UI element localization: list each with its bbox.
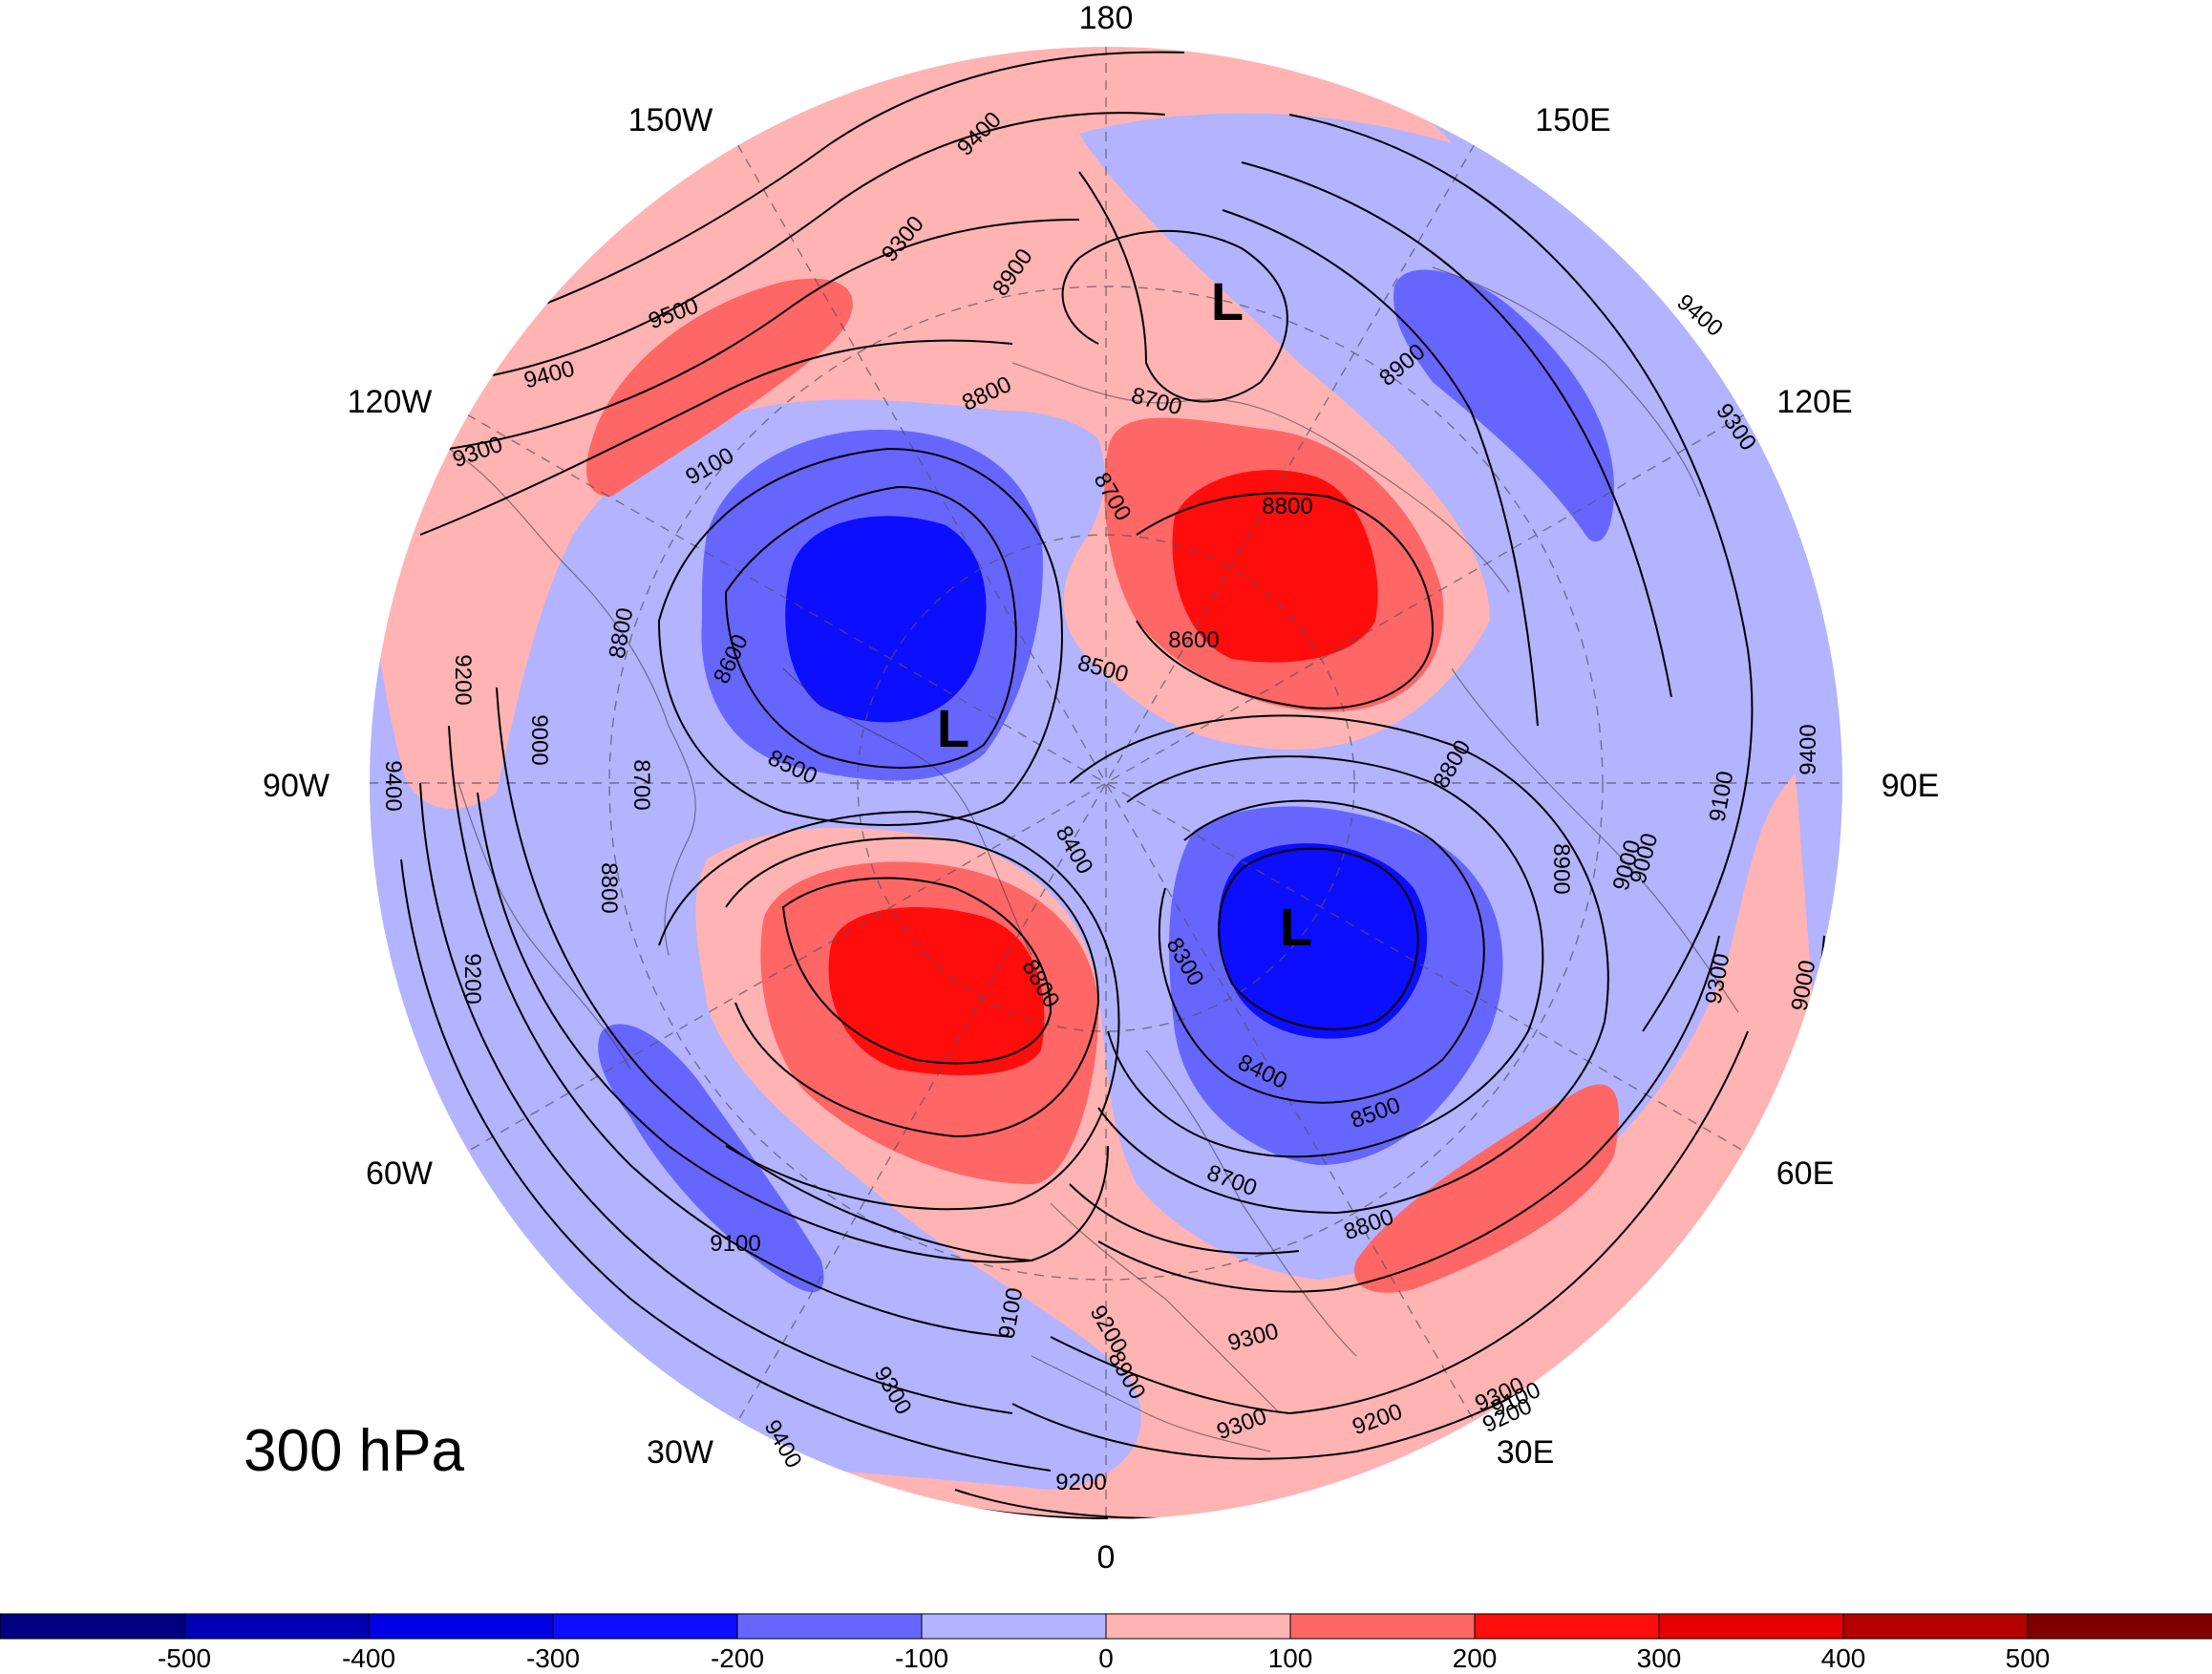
lon-label-0: 0 [1097, 1539, 1116, 1576]
colorbar-tick-label: -400 [342, 1643, 395, 1673]
colorbar-swatch [2027, 1613, 2212, 1640]
colorbar-tick-labels: -500 -400 -300 -200 -100 0 100 200 300 400 500 [158, 1643, 2050, 1673]
lon-label-180: 180 [1079, 0, 1134, 36]
contour-label: 9200 [1055, 1470, 1106, 1495]
lon-label-30e: 30E [1497, 1434, 1555, 1471]
contour-label: 9200 [459, 953, 485, 1004]
colorbar [0, 1613, 2212, 1640]
colorbar-swatch [1658, 1613, 1844, 1640]
contour-label: 9000 [526, 714, 552, 765]
lon-label-90w: 90W [263, 768, 330, 804]
lon-label-60w: 60W [366, 1155, 433, 1192]
graticule [369, 46, 1843, 1520]
pressure-level-label: 300 hPa [244, 1418, 465, 1484]
contour-label: 9200 [450, 654, 476, 705]
colorbar-swatch [736, 1613, 923, 1640]
contour-label: 9100 [710, 1231, 760, 1257]
colorbar-tick-label: 0 [1098, 1643, 1114, 1673]
map-boundary [368, 45, 1844, 1521]
contour-label: 8800 [1262, 494, 1312, 519]
colorbar-tick-label: -500 [158, 1643, 211, 1673]
colorbar-swatch [1289, 1613, 1476, 1640]
colorbar-tick-label: 100 [1268, 1643, 1313, 1673]
lon-label-150e: 150E [1535, 102, 1610, 138]
colorbar-swatch [368, 1613, 554, 1640]
colorbar-tick-label: 500 [2006, 1643, 2051, 1673]
colorbar-tick-label: 200 [1453, 1643, 1498, 1673]
colorbar-swatch [183, 1613, 370, 1640]
lon-label-90e: 90E [1882, 768, 1940, 804]
low-marker: L [1211, 271, 1244, 331]
low-marker: L [937, 698, 969, 758]
colorbar-tick-label: -200 [711, 1643, 764, 1673]
colorbar-tick-label: -100 [895, 1643, 948, 1673]
lon-label-120e: 120E [1776, 384, 1852, 420]
contour-label: 8600 [1168, 627, 1219, 653]
colorbar-swatch [921, 1613, 1107, 1640]
colorbar-tick-label: -300 [526, 1643, 580, 1673]
coastlines [448, 266, 1739, 1452]
longitude-labels: 180 150E 120E 90E 60E 30E 0 30W 60W 90W … [263, 0, 1939, 1576]
contour-label: 8700 [628, 759, 654, 810]
lon-label-150w: 150W [628, 102, 713, 138]
lon-label-30w: 30W [647, 1434, 713, 1471]
colorbar-swatch [552, 1613, 738, 1640]
colorbar-tick-label: 300 [1637, 1643, 1682, 1673]
contour-label: 8900 [1548, 843, 1574, 894]
colorbar-swatch [1842, 1613, 2029, 1640]
lon-label-60e: 60E [1776, 1155, 1835, 1192]
low-marker: L [1280, 897, 1312, 957]
colorbar-swatch [0, 1613, 185, 1640]
contour-label: 9400 [1796, 724, 1821, 774]
colorbar-swatch [1474, 1613, 1660, 1640]
contour-label: 9400 [380, 760, 406, 811]
contour-label: 8800 [596, 862, 622, 913]
colorbar-tick-label: 400 [1821, 1643, 1866, 1673]
colorbar-swatch [1105, 1613, 1291, 1640]
low-markers: L L L [937, 271, 1312, 957]
lon-label-120w: 120W [348, 384, 433, 420]
